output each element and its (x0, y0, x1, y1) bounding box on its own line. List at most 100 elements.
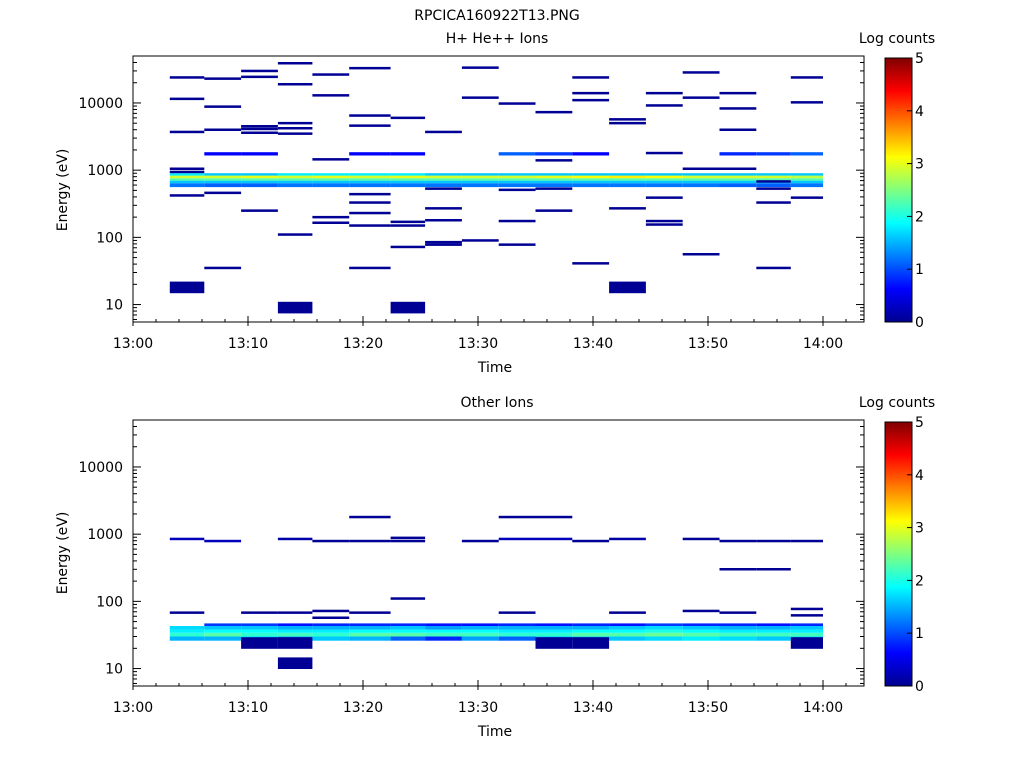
panel-title: Other Ions (460, 395, 533, 411)
data-cell (790, 196, 823, 199)
data-cell (645, 178, 683, 181)
colorbar-ticks: 0 1 2 3 4 5 (907, 415, 924, 695)
data-cell (756, 175, 791, 179)
data-cell (169, 194, 205, 197)
data-cell (425, 632, 462, 637)
x-tick-label: 13:30 (458, 336, 498, 352)
data-cell (204, 183, 242, 188)
data-cell (241, 623, 278, 626)
data-cell (535, 515, 573, 519)
data-cell (790, 539, 823, 543)
data-cell (312, 616, 350, 619)
data-cell (461, 626, 499, 630)
data-cell (277, 132, 313, 135)
data-cell (241, 173, 278, 176)
data-cell (790, 607, 823, 611)
data-cell (312, 632, 350, 637)
data-cell (425, 623, 462, 626)
data-cell (425, 187, 462, 190)
data-cell (390, 636, 426, 641)
data-cell (425, 178, 462, 181)
data-cell (169, 183, 205, 188)
data-cell (277, 178, 313, 181)
data-cell (682, 71, 720, 74)
data-cell (535, 180, 573, 184)
data-cell (349, 201, 391, 204)
data-cell (498, 183, 536, 188)
data-cell (169, 611, 205, 614)
data-cell (719, 107, 757, 110)
data-cell (535, 183, 573, 188)
data-cell (277, 233, 313, 236)
data-cell (349, 175, 391, 179)
data-cell (790, 623, 823, 626)
data-cell (645, 626, 683, 630)
data-cell (719, 629, 757, 633)
data-cell (572, 632, 610, 637)
x-tick-label: 13:40 (573, 336, 613, 352)
data-cell (204, 539, 242, 543)
data-cell (169, 167, 205, 170)
x-tick-label: 14:00 (803, 700, 843, 716)
data-cell (169, 632, 205, 637)
data-cell (572, 623, 610, 626)
data-cell (535, 187, 573, 190)
plot-frame (132, 55, 865, 323)
x-tick-label: 13:50 (688, 700, 728, 716)
data-cell (425, 183, 462, 188)
data-cell (682, 175, 720, 179)
data-cell (277, 83, 313, 86)
data-cell (461, 175, 499, 179)
data-cell (756, 187, 791, 190)
data-cell (682, 180, 720, 184)
data-cell (790, 76, 823, 79)
data-cell (277, 127, 313, 130)
data-cell (756, 152, 791, 156)
data-cell (498, 152, 536, 156)
data-cell (461, 636, 499, 641)
data-cell (425, 626, 462, 630)
data-cell (390, 173, 426, 176)
data-cell (204, 77, 242, 80)
data-cell (461, 180, 499, 184)
colorbar-ticks: 0 1 2 3 4 5 (907, 51, 924, 331)
data-cell (572, 152, 610, 156)
y-tick-label: 1000 (87, 163, 123, 179)
data-cell (645, 223, 683, 226)
data-cell (241, 131, 278, 134)
data-cell (645, 104, 683, 107)
data-cell (204, 623, 242, 626)
data-cell (277, 121, 313, 125)
colorbar-label: Log counts (859, 31, 935, 47)
y-tick-label: 100 (96, 230, 123, 246)
data-cell (572, 98, 610, 102)
data-cell (756, 178, 791, 181)
data-cell (535, 626, 573, 630)
data-cell (204, 266, 242, 270)
data-cell (719, 173, 757, 176)
data-cell (312, 158, 350, 161)
data-cell (390, 152, 426, 156)
data-cell (312, 94, 350, 97)
x-tick-label: 13:40 (573, 700, 613, 716)
data-cell (277, 637, 313, 649)
data-cell (425, 180, 462, 184)
data-cell (682, 629, 720, 633)
data-cell (535, 637, 573, 649)
data-cell (609, 180, 646, 184)
data-cell (277, 632, 313, 637)
data-cell (498, 175, 536, 179)
data-cell (682, 537, 720, 541)
x-tick-label: 13:20 (343, 700, 383, 716)
data-cell (461, 539, 499, 543)
data-cell (645, 91, 683, 95)
data-cell (498, 636, 536, 641)
data-cell (498, 173, 536, 176)
data-cell (204, 105, 242, 108)
data-cell (241, 69, 278, 73)
data-cell (572, 637, 610, 649)
data-cell (425, 243, 462, 246)
data-cell (682, 253, 720, 256)
data-cell (277, 173, 313, 176)
y-tick-label: 1000 (87, 527, 123, 543)
